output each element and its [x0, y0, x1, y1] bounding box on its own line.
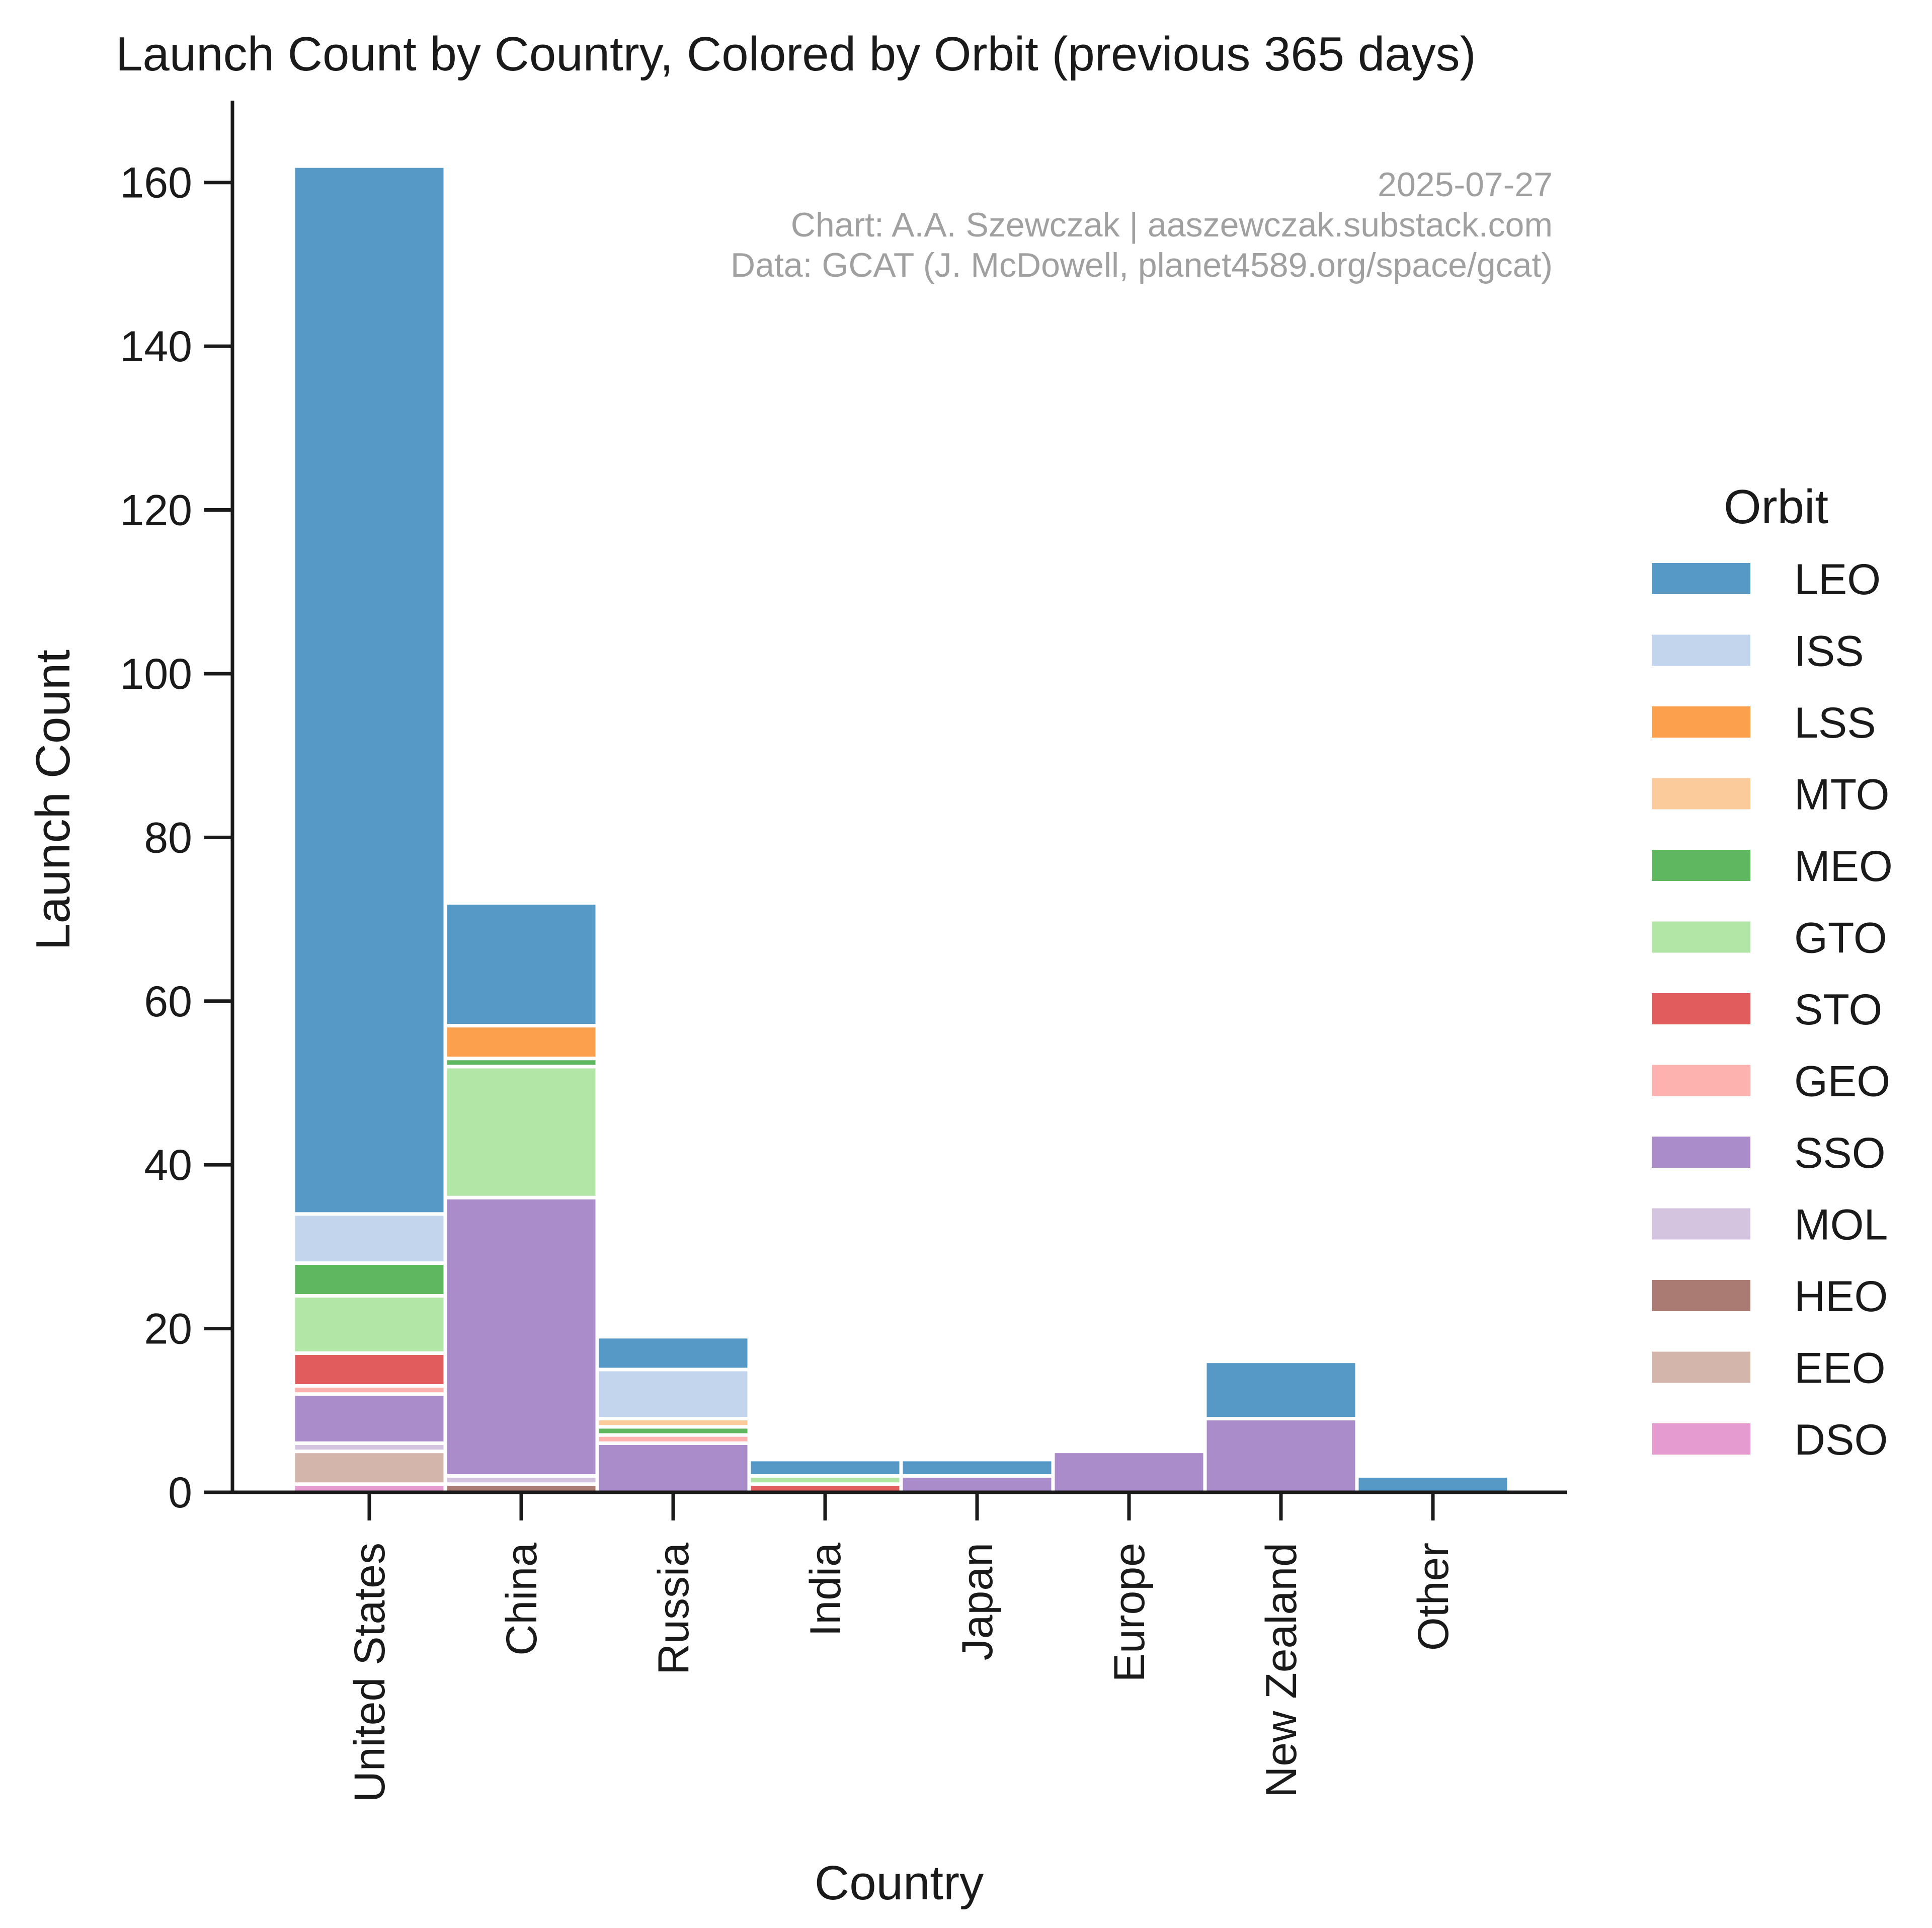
y-tick-label-40: 40 — [144, 1141, 192, 1189]
bar-segment-japan-leo — [899, 1458, 1055, 1478]
legend-label-mto: MTO — [1794, 771, 1890, 819]
legend-swatch-iss — [1652, 634, 1750, 666]
legend-label-sso: SSO — [1794, 1129, 1886, 1177]
y-tick-label-100: 100 — [120, 650, 193, 698]
x-tick-label-japan: Japan — [953, 1543, 1002, 1660]
y-tick-label-0: 0 — [168, 1469, 192, 1517]
bar-segment-india-leo — [747, 1458, 903, 1478]
y-tick-label-80: 80 — [144, 814, 192, 862]
axes-layer: 0 20 40 60 80 100 120 140 160 United States China R… — [120, 101, 1567, 1802]
legend-swatch-lss — [1652, 706, 1750, 738]
y-tick-label-160: 160 — [120, 159, 193, 207]
legend-label-heo: HEO — [1794, 1272, 1888, 1321]
legend-swatch-heo — [1652, 1280, 1750, 1311]
legend: Orbit LEO ISS LSS MTO MEO GTO STO GEO SSO MOL HEO E… — [1652, 480, 1893, 1464]
legend-label-geo: GEO — [1794, 1058, 1890, 1106]
legend-swatch-leo — [1652, 563, 1750, 594]
bar-segment-united-states-gto — [291, 1294, 447, 1355]
legend-swatch-sto — [1652, 993, 1750, 1024]
bar-segment-new-zealand-sso — [1203, 1417, 1359, 1494]
legend-label-gto: GTO — [1794, 914, 1887, 962]
legend-label-iss: ISS — [1794, 627, 1864, 676]
bar-segment-united-states-eeo — [291, 1450, 447, 1486]
bar-segment-china-gto — [443, 1065, 599, 1199]
y-tick-label-120: 120 — [120, 487, 193, 535]
bar-segment-united-states-sso — [291, 1392, 447, 1445]
bar-segment-japan-sso — [899, 1474, 1055, 1494]
legend-swatch-geo — [1652, 1065, 1750, 1096]
legend-label-meo: MEO — [1794, 842, 1893, 891]
x-tick-label-united-states: United States — [346, 1543, 394, 1802]
legend-label-leo: LEO — [1794, 555, 1881, 604]
bar-segment-russia-iss — [595, 1368, 751, 1421]
credits: 2025-07-27 Chart: A.A. Szewczak | aaszew… — [731, 166, 1553, 284]
bar-segment-other-leo — [1355, 1474, 1511, 1494]
bar-segment-united-states-meo — [291, 1261, 447, 1298]
legend-swatch-dso — [1652, 1423, 1750, 1455]
bar-segment-russia-leo — [595, 1335, 751, 1372]
bar-segment-china-lss — [443, 1024, 599, 1061]
bar-segment-russia-sso — [595, 1441, 751, 1494]
y-tick-label-20: 20 — [144, 1305, 192, 1353]
legend-label-eeo: EEO — [1794, 1344, 1886, 1393]
x-tick-label-europe: Europe — [1105, 1543, 1154, 1682]
x-axis-label: Country — [815, 1856, 984, 1910]
bar-segment-europe-sso — [1051, 1450, 1207, 1494]
bar-segment-united-states-sto — [291, 1351, 447, 1388]
legend-swatch-meo — [1652, 850, 1750, 881]
chart-title: Launch Count by Country, Colored by Orbi… — [116, 27, 1476, 81]
x-tick-label-india: India — [801, 1543, 850, 1637]
legend-swatch-gto — [1652, 921, 1750, 953]
legend-label-mol: MOL — [1794, 1201, 1888, 1249]
credit-date: 2025-07-27 — [1378, 166, 1553, 204]
x-tick-label-other: Other — [1409, 1543, 1458, 1651]
y-tick-label-60: 60 — [144, 978, 192, 1026]
legend-label-lss: LSS — [1794, 699, 1876, 747]
legend-swatch-eeo — [1652, 1351, 1750, 1383]
x-tick-label-russia: Russia — [650, 1543, 698, 1675]
y-tick-label-140: 140 — [120, 323, 193, 371]
bars-layer — [291, 164, 1511, 1494]
legend-label-sto: STO — [1794, 986, 1882, 1034]
bar-segment-united-states-iss — [291, 1212, 447, 1265]
bar-segment-china-leo — [443, 901, 599, 1028]
legend-label-dso: DSO — [1794, 1416, 1888, 1464]
credit-data: Data: GCAT (J. McDowell, planet4589.org/… — [731, 246, 1553, 284]
bar-segment-new-zealand-leo — [1203, 1359, 1359, 1421]
legend-swatch-sso — [1652, 1137, 1750, 1168]
bar-segment-china-sso — [443, 1195, 599, 1478]
credit-chart: Chart: A.A. Szewczak | aaszewczak.substa… — [791, 206, 1553, 244]
x-tick-label-china: China — [498, 1543, 546, 1656]
legend-swatch-mto — [1652, 778, 1750, 810]
legend-title: Orbit — [1724, 480, 1828, 534]
legend-swatch-mol — [1652, 1208, 1750, 1240]
bar-segment-united-states-leo — [291, 164, 447, 1216]
x-tick-label-new-zealand: New Zealand — [1257, 1543, 1306, 1798]
y-axis-label: Launch Count — [26, 650, 80, 950]
